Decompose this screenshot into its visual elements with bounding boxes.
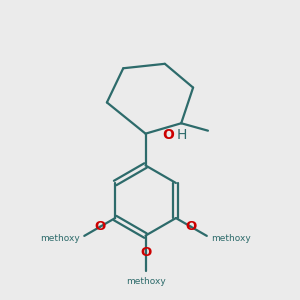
Text: H: H bbox=[177, 128, 187, 142]
Text: O: O bbox=[140, 246, 151, 259]
Text: methoxy: methoxy bbox=[40, 234, 80, 243]
Text: O: O bbox=[162, 128, 174, 142]
Text: methoxy: methoxy bbox=[211, 234, 251, 243]
Text: O: O bbox=[185, 220, 196, 233]
Text: methoxy: methoxy bbox=[126, 277, 165, 286]
Text: O: O bbox=[94, 220, 106, 233]
